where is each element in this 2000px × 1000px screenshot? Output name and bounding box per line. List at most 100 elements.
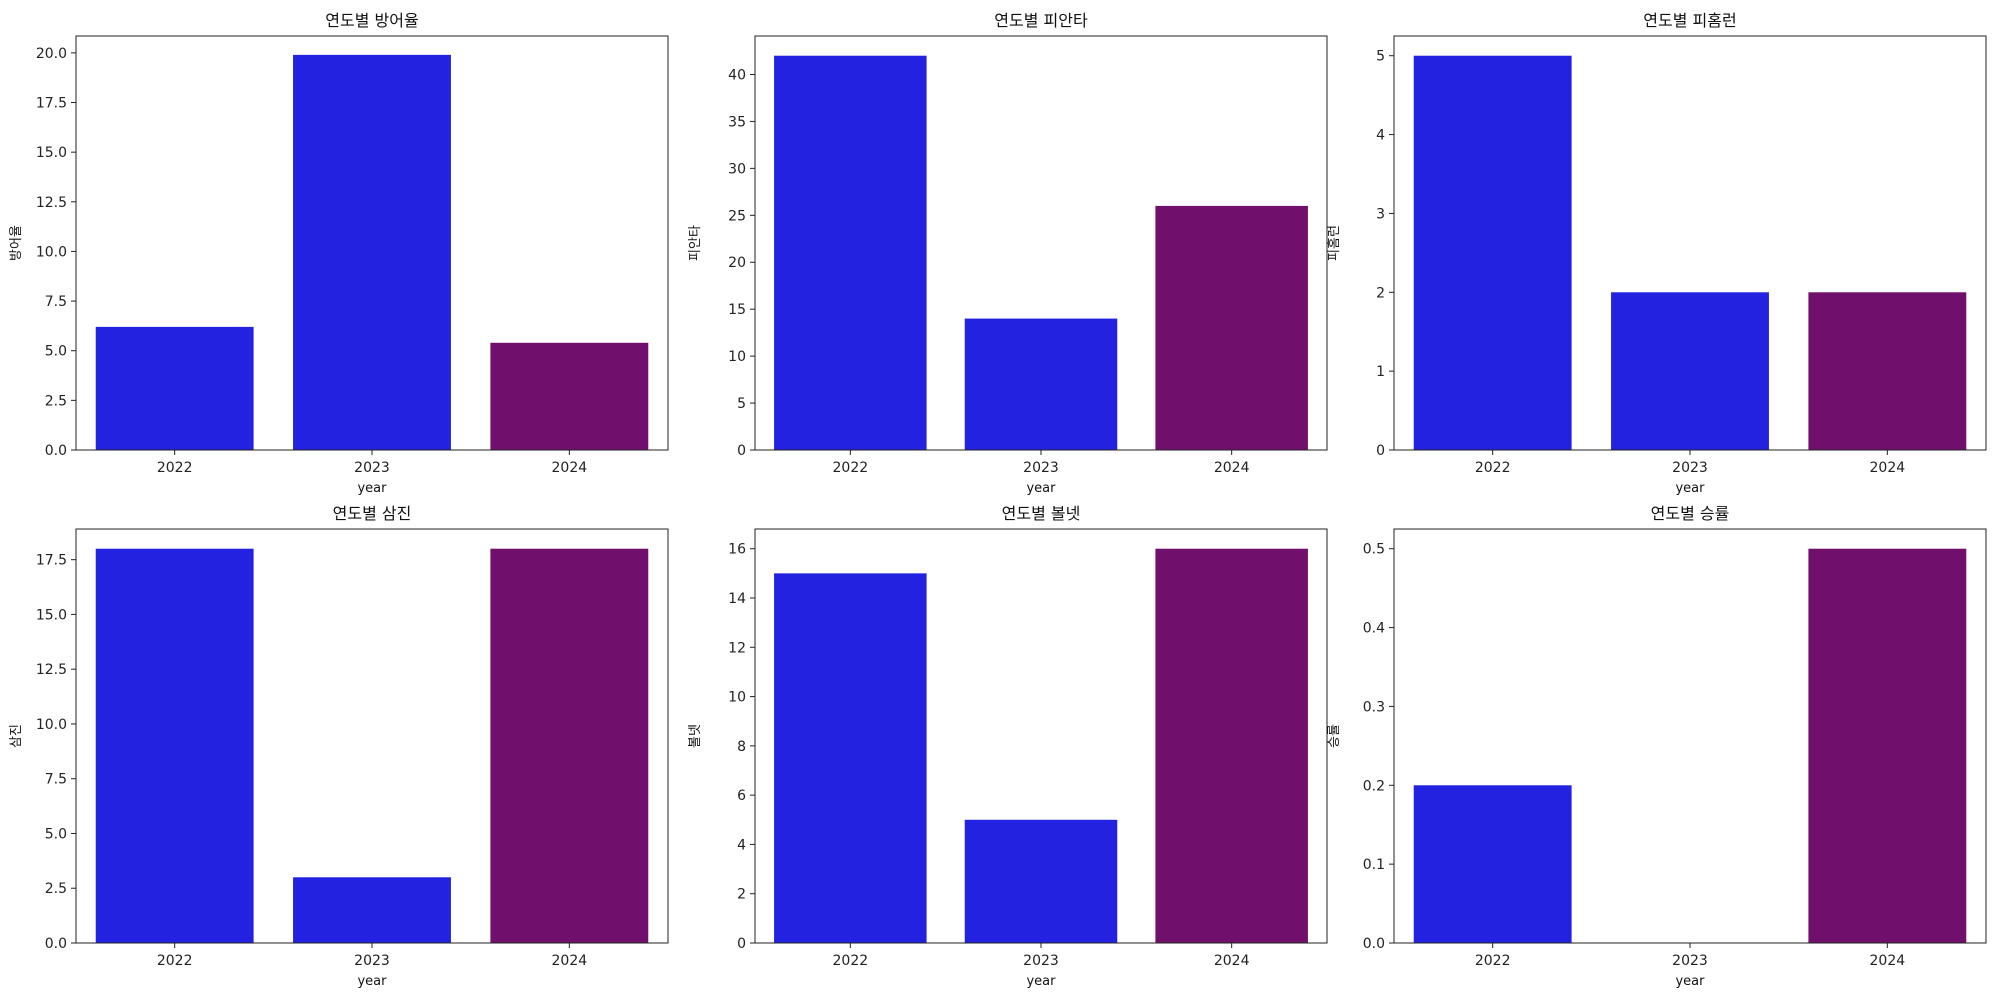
- y-tick-label: 12.5: [36, 195, 67, 211]
- y-tick-label: 0.0: [1363, 936, 1385, 952]
- bar: [490, 548, 649, 943]
- y-tick-label: 1: [1376, 364, 1385, 380]
- bar: [1155, 548, 1308, 943]
- y-tick-label: 2: [737, 887, 746, 903]
- chart-panel: 2022 2023 2024 0 1 2 3 4 5 연도별 피홈런 year 피홈런: [1327, 11, 1987, 496]
- y-tick-label: 0: [737, 936, 746, 952]
- y-tick-label: 20.0: [36, 46, 67, 62]
- bar: [293, 54, 451, 450]
- bar: [1808, 548, 1967, 943]
- y-tick-label: 17.5: [36, 96, 67, 112]
- plot-frame: [75, 35, 669, 451]
- y-tick-label: 12: [728, 640, 746, 656]
- y-tick-label: 3: [1376, 206, 1385, 222]
- x-axis-label: year: [1675, 974, 1705, 989]
- y-tick-label: 0.1: [1363, 857, 1385, 873]
- y-tick-label: 0.0: [45, 443, 67, 459]
- bar: [1413, 785, 1572, 943]
- y-axis-label: 피안타: [688, 225, 703, 261]
- y-tick-label: 40: [728, 67, 746, 83]
- x-axis-label: year: [1675, 481, 1705, 496]
- x-tick-label: 2024: [1214, 460, 1250, 476]
- x-tick-label: 2024: [1870, 460, 1906, 476]
- chart-title: 연도별 삼진: [333, 504, 412, 523]
- y-tick-label: 2.5: [45, 881, 67, 897]
- bar: [964, 819, 1118, 943]
- bar: [95, 548, 254, 943]
- y-tick-label: 2: [1376, 285, 1385, 301]
- x-tick-label: 2023: [354, 460, 390, 476]
- chart-panel: 2022 2023 2024 0.0 2.5 5.0 7.5 10.0 12.5 15.0 17.5…: [9, 504, 669, 989]
- bar: [1413, 55, 1572, 450]
- y-tick-label: 5: [737, 396, 746, 412]
- plot-frame: [1393, 528, 1987, 944]
- x-axis-label: year: [1026, 974, 1056, 989]
- y-tick-label: 25: [728, 208, 746, 224]
- x-tick-label: 2022: [1475, 460, 1511, 476]
- x-tick-label: 2023: [1672, 953, 1708, 969]
- y-tick-label: 35: [728, 114, 746, 130]
- y-tick-label: 10.0: [36, 717, 67, 733]
- y-tick-label: 5.0: [45, 344, 67, 360]
- y-tick-label: 0.3: [1363, 699, 1385, 715]
- chart-title: 연도별 방어율: [325, 11, 418, 30]
- y-tick-label: 10: [728, 690, 746, 706]
- bar: [490, 342, 649, 450]
- x-axis-label: year: [357, 481, 387, 496]
- y-axis-label: 방어율: [9, 225, 24, 261]
- y-tick-label: 6: [737, 788, 746, 804]
- x-axis-label: year: [357, 974, 387, 989]
- y-tick-label: 16: [728, 542, 746, 558]
- x-tick-label: 2023: [1672, 460, 1708, 476]
- chart-panel: 2022 2023 2024 0.0 2.5 5.0 7.5 10.0 12.5 15.0 17.5…: [9, 11, 669, 496]
- plot-frame: [754, 528, 1328, 944]
- y-tick-label: 0.2: [1363, 778, 1385, 794]
- bar: [1155, 205, 1308, 450]
- y-tick-label: 10.0: [36, 244, 67, 260]
- y-axis-label: 볼넷: [688, 724, 703, 748]
- y-tick-label: 17.5: [36, 553, 67, 569]
- x-tick-label: 2022: [833, 953, 869, 969]
- x-tick-label: 2023: [1023, 460, 1059, 476]
- bar: [1611, 292, 1769, 450]
- bar: [95, 326, 254, 450]
- y-tick-label: 0: [1376, 443, 1385, 459]
- bar: [964, 318, 1118, 450]
- y-tick-label: 4: [1376, 128, 1385, 144]
- y-tick-label: 7.5: [45, 294, 67, 310]
- bar: [1808, 292, 1967, 450]
- y-tick-label: 15.0: [36, 607, 67, 623]
- x-tick-label: 2024: [1870, 953, 1906, 969]
- y-tick-label: 0.4: [1363, 621, 1385, 637]
- bar: [774, 55, 927, 450]
- x-tick-label: 2024: [1214, 953, 1250, 969]
- chart-panel: 2022 2023 2024 0.0 0.1 0.2 0.3 0.4 0.5 연도별 승률 year…: [1327, 504, 1987, 989]
- x-tick-label: 2023: [354, 953, 390, 969]
- x-tick-label: 2024: [552, 460, 588, 476]
- y-tick-label: 14: [728, 591, 746, 607]
- bar: [774, 573, 927, 943]
- x-axis-label: year: [1026, 481, 1056, 496]
- y-tick-label: 5: [1376, 49, 1385, 65]
- y-tick-label: 8: [737, 739, 746, 755]
- y-axis-label: 승률: [1327, 724, 1342, 748]
- y-tick-label: 0.5: [1363, 542, 1385, 558]
- y-tick-label: 30: [728, 161, 746, 177]
- plot-frame: [1393, 35, 1987, 451]
- y-tick-label: 15: [728, 302, 746, 318]
- y-tick-label: 12.5: [36, 662, 67, 678]
- chart-title: 연도별 피안타: [994, 11, 1088, 30]
- plot-frame: [754, 35, 1328, 451]
- chart-title: 연도별 피홈런: [1643, 11, 1736, 30]
- x-tick-label: 2022: [157, 953, 193, 969]
- plot-frame: [75, 528, 669, 944]
- y-tick-label: 0.0: [45, 936, 67, 952]
- y-tick-label: 2.5: [45, 393, 67, 409]
- bar: [293, 877, 451, 943]
- chart-panel: 2022 2023 2024 0 5 10 15 20 25 30 35 40 연도별 피안타 year 피…: [688, 11, 1328, 496]
- x-tick-label: 2022: [833, 460, 869, 476]
- y-tick-label: 4: [737, 837, 746, 853]
- x-tick-label: 2023: [1023, 953, 1059, 969]
- x-tick-label: 2024: [552, 953, 588, 969]
